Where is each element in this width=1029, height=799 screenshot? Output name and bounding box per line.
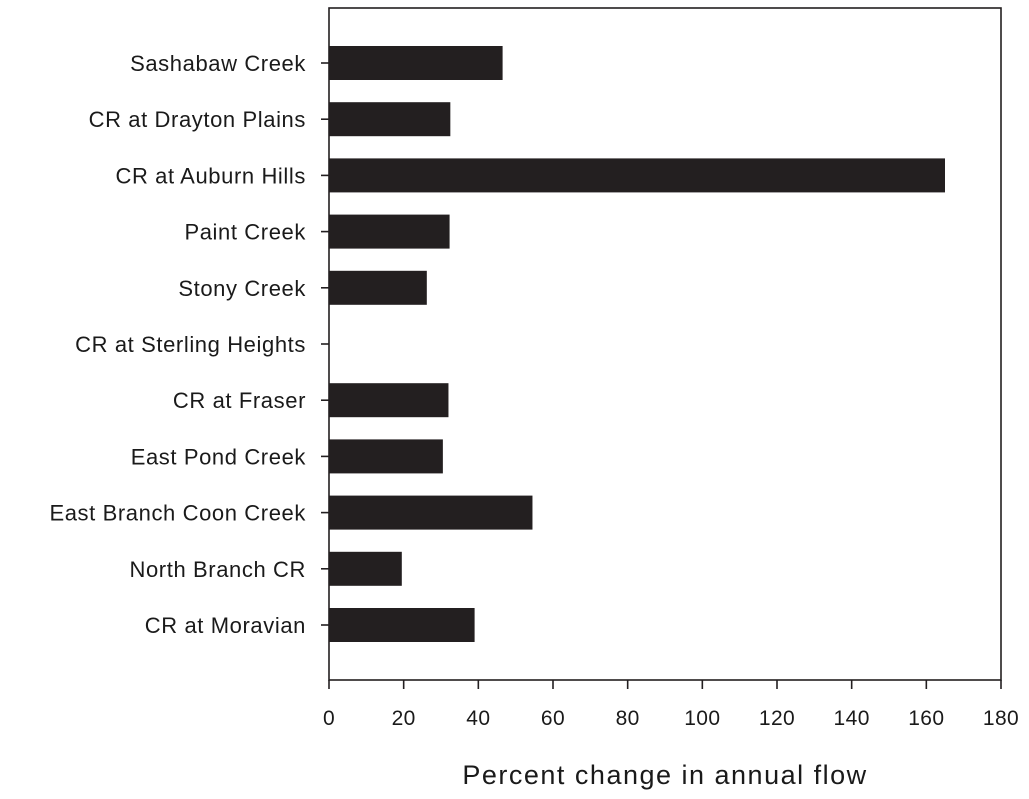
bar: [329, 495, 533, 530]
x-tick-label: 160: [908, 707, 944, 730]
x-tick-labels: 0 20 40 60 80 100 120 140 160 180: [323, 707, 1019, 730]
x-tick-label: 120: [759, 707, 795, 730]
category-label: Sashabaw Creek: [130, 51, 306, 76]
category-labels: Sashabaw Creek CR at Drayton Plains CR at …: [49, 51, 307, 638]
bars-group: [329, 46, 945, 642]
x-tick-label: 80: [616, 707, 640, 730]
category-label: East Pond Creek: [131, 444, 307, 469]
category-label: Paint Creek: [184, 220, 306, 245]
x-tick-label: 100: [684, 707, 720, 730]
bar: [329, 102, 451, 137]
category-label: CR at Drayton Plains: [89, 107, 306, 132]
bar: [329, 214, 450, 249]
category-label: CR at Auburn Hills: [115, 163, 306, 188]
bar: [329, 46, 503, 80]
category-label: CR at Fraser: [173, 388, 306, 413]
x-tick-label: 40: [466, 707, 490, 730]
x-axis-ticks: [328, 680, 1002, 689]
x-tick-label: 60: [541, 707, 565, 730]
x-axis-title: Percent change in annual flow: [462, 760, 867, 790]
bar: [329, 270, 427, 305]
category-label: CR at Sterling Heights: [75, 332, 306, 357]
x-tick-label: 140: [834, 707, 870, 730]
bar: [329, 608, 475, 642]
x-tick-label: 0: [323, 707, 335, 730]
bar: [329, 439, 443, 474]
category-label: Stony Creek: [178, 276, 306, 301]
category-label: East Branch Coon Creek: [49, 501, 306, 526]
y-axis-ticks: [321, 62, 329, 626]
bar: [329, 383, 449, 418]
category-label: North Branch CR: [129, 557, 306, 582]
x-tick-label: 180: [983, 707, 1019, 730]
bar: [329, 158, 945, 193]
x-tick-label: 20: [392, 707, 416, 730]
category-label: CR at Moravian: [145, 613, 306, 638]
bar: [329, 551, 402, 586]
